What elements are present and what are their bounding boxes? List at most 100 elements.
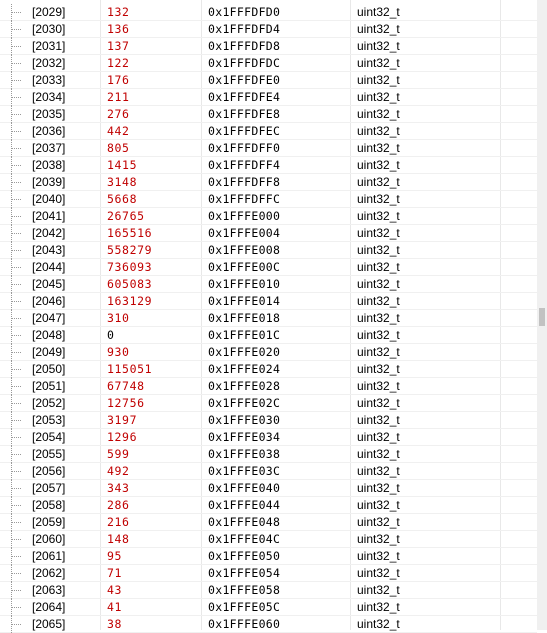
tree-line — [11, 463, 12, 480]
tree-line — [12, 403, 21, 404]
element-index: [2051] — [32, 379, 66, 393]
watch-row[interactable]: [2032] 122 0x1FFFDFDC uint32_t — [0, 55, 537, 72]
watch-row[interactable]: [2063] 43 0x1FFFE058 uint32_t — [0, 582, 537, 599]
watch-row[interactable]: [2041] 26765 0x1FFFE000 uint32_t — [0, 208, 537, 225]
watch-row[interactable]: [2040] 5668 0x1FFFDFFC uint32_t — [0, 191, 537, 208]
element-type: uint32_t — [357, 260, 400, 274]
watch-row[interactable]: [2045] 605083 0x1FFFE010 uint32_t — [0, 276, 537, 293]
element-index: [2043] — [32, 243, 66, 257]
tree-line — [11, 259, 12, 276]
element-address: 0x1FFFE058 — [208, 583, 281, 597]
tree-line — [12, 97, 21, 98]
tree-line — [11, 293, 12, 310]
element-type: uint32_t — [357, 294, 400, 308]
element-type: uint32_t — [357, 583, 400, 597]
watch-row[interactable]: [2060] 148 0x1FFFE04C uint32_t — [0, 531, 537, 548]
watch-row[interactable]: [2044] 736093 0x1FFFE00C uint32_t — [0, 259, 537, 276]
element-value: 1296 — [107, 430, 138, 444]
element-address: 0x1FFFE020 — [208, 345, 281, 359]
watch-row[interactable]: [2064] 41 0x1FFFE05C uint32_t — [0, 599, 537, 616]
tree-line — [12, 590, 21, 591]
element-address: 0x1FFFE050 — [208, 549, 281, 563]
element-value: 599 — [107, 447, 130, 461]
tree-line — [11, 327, 12, 344]
tree-line — [12, 46, 21, 47]
tree-line — [11, 89, 12, 106]
watch-row[interactable]: [2061] 95 0x1FFFE050 uint32_t — [0, 548, 537, 565]
watch-row[interactable]: [2057] 343 0x1FFFE040 uint32_t — [0, 480, 537, 497]
watch-row[interactable]: [2048] 0 0x1FFFE01C uint32_t — [0, 327, 537, 344]
tree-line — [11, 429, 12, 446]
watch-row[interactable]: [2038] 1415 0x1FFFDFF4 uint32_t — [0, 157, 537, 174]
tree-line — [12, 573, 21, 574]
scroll-thumb[interactable] — [539, 308, 545, 326]
element-address: 0x1FFFDFF8 — [208, 175, 281, 189]
watch-row[interactable]: [2037] 805 0x1FFFDFF0 uint32_t — [0, 140, 537, 157]
element-index: [2056] — [32, 464, 66, 478]
element-index: [2055] — [32, 447, 66, 461]
element-type: uint32_t — [357, 158, 400, 172]
watch-row[interactable]: [2055] 599 0x1FFFE038 uint32_t — [0, 446, 537, 463]
tree-line — [11, 106, 12, 123]
tree-line — [12, 284, 21, 285]
element-type: uint32_t — [357, 39, 400, 53]
watch-row[interactable]: [2052] 12756 0x1FFFE02C uint32_t — [0, 395, 537, 412]
element-address: 0x1FFFE044 — [208, 498, 281, 512]
element-value: 286 — [107, 498, 130, 512]
tree-line — [12, 165, 21, 166]
watch-row[interactable]: [2047] 310 0x1FFFE018 uint32_t — [0, 310, 537, 327]
watch-row[interactable]: [2030] 136 0x1FFFDFD4 uint32_t — [0, 21, 537, 38]
watch-row[interactable]: [2054] 1296 0x1FFFE034 uint32_t — [0, 429, 537, 446]
tree-line — [12, 335, 21, 336]
tree-line — [12, 182, 21, 183]
watch-row[interactable]: [2059] 216 0x1FFFE048 uint32_t — [0, 514, 537, 531]
element-index: [2044] — [32, 260, 66, 274]
watch-row[interactable]: [2043] 558279 0x1FFFE008 uint32_t — [0, 242, 537, 259]
watch-row[interactable]: [2049] 930 0x1FFFE020 uint32_t — [0, 344, 537, 361]
tree-line — [12, 250, 21, 251]
tree-line — [12, 420, 21, 421]
watch-row[interactable]: [2051] 67748 0x1FFFE028 uint32_t — [0, 378, 537, 395]
watch-row[interactable]: [2031] 137 0x1FFFDFD8 uint32_t — [0, 38, 537, 55]
watch-row[interactable]: [2058] 286 0x1FFFE044 uint32_t — [0, 497, 537, 514]
element-address: 0x1FFFE000 — [208, 209, 281, 223]
watch-row[interactable]: [2053] 3197 0x1FFFE030 uint32_t — [0, 412, 537, 429]
tree-line — [12, 267, 21, 268]
element-index: [2032] — [32, 56, 66, 70]
watch-row[interactable]: [2050] 115051 0x1FFFE024 uint32_t — [0, 361, 537, 378]
element-type: uint32_t — [357, 209, 400, 223]
element-address: 0x1FFFE014 — [208, 294, 281, 308]
watch-row[interactable]: [2046] 163129 0x1FFFE014 uint32_t — [0, 293, 537, 310]
watch-row[interactable]: [2042] 165516 0x1FFFE004 uint32_t — [0, 225, 537, 242]
element-value: 216 — [107, 515, 130, 529]
element-type: uint32_t — [357, 362, 400, 376]
element-value: 930 — [107, 345, 130, 359]
watch-row[interactable]: [2034] 211 0x1FFFDFE4 uint32_t — [0, 89, 537, 106]
tree-line — [12, 624, 21, 625]
watch-row[interactable]: [2056] 492 0x1FFFE03C uint32_t — [0, 463, 537, 480]
element-type: uint32_t — [357, 328, 400, 342]
element-index: [2061] — [32, 549, 66, 563]
element-index: [2039] — [32, 175, 66, 189]
tree-line — [12, 437, 21, 438]
watch-row[interactable]: [2065] 38 0x1FFFE060 uint32_t — [0, 616, 537, 633]
element-address: 0x1FFFE03C — [208, 464, 281, 478]
tree-line — [11, 548, 12, 565]
element-type: uint32_t — [357, 243, 400, 257]
element-value: 3197 — [107, 413, 138, 427]
scrollbar[interactable] — [537, 0, 547, 630]
element-type: uint32_t — [357, 277, 400, 291]
element-type: uint32_t — [357, 617, 400, 631]
watch-row[interactable]: [2036] 442 0x1FFFDFEC uint32_t — [0, 123, 537, 140]
element-value: 67748 — [107, 379, 145, 393]
watch-row[interactable]: [2029] 132 0x1FFFDFD0 uint32_t — [0, 4, 537, 21]
element-address: 0x1FFFE034 — [208, 430, 281, 444]
tree-line — [11, 38, 12, 55]
element-type: uint32_t — [357, 124, 400, 138]
element-value: 71 — [107, 566, 123, 580]
watch-row[interactable]: [2033] 176 0x1FFFDFE0 uint32_t — [0, 72, 537, 89]
element-index: [2047] — [32, 311, 66, 325]
watch-row[interactable]: [2035] 276 0x1FFFDFE8 uint32_t — [0, 106, 537, 123]
watch-row[interactable]: [2039] 3148 0x1FFFDFF8 uint32_t — [0, 174, 537, 191]
watch-row[interactable]: [2062] 71 0x1FFFE054 uint32_t — [0, 565, 537, 582]
